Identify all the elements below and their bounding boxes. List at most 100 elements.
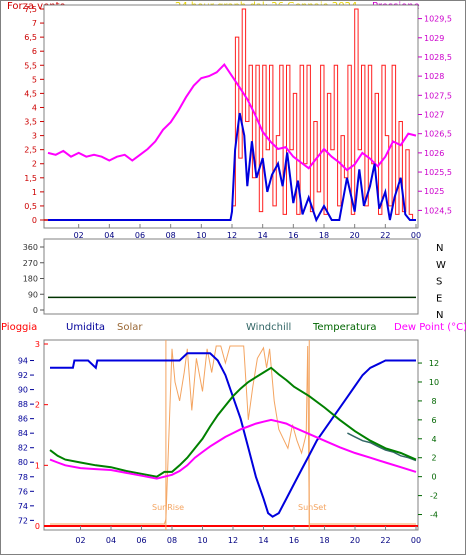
wind-tick-label: 0,5 bbox=[24, 202, 37, 211]
x-tick-label: 22 bbox=[380, 231, 390, 240]
x-tick-label: 02 bbox=[75, 536, 85, 545]
x-tick-label: 22 bbox=[380, 536, 390, 545]
wind-tick-label: 4 bbox=[32, 103, 37, 112]
compass-label: E bbox=[436, 293, 442, 304]
rain-tick-label: 1 bbox=[35, 461, 40, 470]
rain-tick-label: 2 bbox=[35, 401, 40, 410]
pressure-tick-label: 1029,5 bbox=[424, 15, 452, 24]
sunset-label: SunSet bbox=[298, 503, 326, 512]
x-tick-label: 10 bbox=[197, 536, 207, 545]
compass-label: W bbox=[436, 260, 446, 271]
direction-tick-label: 180 bbox=[23, 275, 38, 284]
x-tick-label: 20 bbox=[350, 231, 360, 240]
legend: Pioggia Umidita Solar Windchill Temperat… bbox=[1, 322, 466, 333]
pressure-tick-label: 1026 bbox=[424, 149, 444, 158]
rain-tick-label: 3 bbox=[35, 340, 40, 349]
wind-tick-label: 2 bbox=[32, 160, 37, 169]
humidity-tick-label: 80 bbox=[18, 458, 28, 467]
wind-tick-label: 6 bbox=[32, 47, 37, 56]
humidity-tick-label: 84 bbox=[18, 429, 28, 438]
x-tick-label: 06 bbox=[135, 231, 145, 240]
wind-tick-label: 1 bbox=[32, 188, 37, 197]
humidity-tick-label: 86 bbox=[18, 415, 28, 424]
pressure-tick-label: 1027,5 bbox=[424, 91, 452, 100]
humidity-tick-label: 78 bbox=[18, 473, 28, 482]
humidity-tick-label: 76 bbox=[18, 487, 28, 496]
pressure-tick-label: 1028 bbox=[424, 72, 444, 81]
x-tick-label: 00 bbox=[411, 536, 421, 545]
wind-pressure-plot-area bbox=[43, 4, 419, 229]
pressure-tick-label: 1027 bbox=[424, 111, 444, 120]
x-tick-label: 02 bbox=[74, 231, 84, 240]
wind-tick-label: 2,5 bbox=[24, 146, 37, 155]
wind-axis-title: Forza vento bbox=[7, 1, 66, 12]
x-tick-label: 04 bbox=[106, 536, 116, 545]
temperature-tick-label: 6 bbox=[431, 416, 436, 425]
direction-tick-label: 270 bbox=[23, 259, 38, 268]
wind-tick-label: 5 bbox=[32, 75, 37, 84]
dew-point-line bbox=[49, 418, 417, 480]
wind-pressure-panel: 0 0,5 1 1,5 2 2,5 3 3,5 4 4,5 5 5,5 6 6,5 7 7,5 1024,5 1… bbox=[24, 4, 452, 240]
x-tick-label: 12 bbox=[228, 536, 238, 545]
temperature-tick-label: 8 bbox=[431, 397, 436, 406]
wind-speed-line bbox=[48, 112, 416, 223]
humidity-line bbox=[50, 352, 416, 518]
wind-gust-line bbox=[232, 8, 416, 221]
x-tick-label: 16 bbox=[289, 536, 299, 545]
wind-tick-label: 1,5 bbox=[24, 174, 37, 183]
temperature-tick-label: 12 bbox=[429, 359, 439, 368]
direction-tick-label: 0 bbox=[33, 306, 38, 315]
legend-pioggia: Pioggia bbox=[1, 322, 37, 333]
x-tick-label: 06 bbox=[136, 536, 146, 545]
humidity-tick-label: 90 bbox=[18, 386, 28, 395]
wind-tick-label: 7,5 bbox=[24, 5, 37, 14]
compass-label: S bbox=[436, 277, 442, 288]
pressure-tick-label: 1026,5 bbox=[424, 130, 452, 139]
pressure-tick-label: 1024,5 bbox=[424, 206, 452, 215]
temperature-tick-label: 2 bbox=[431, 454, 436, 463]
rain-tick-label: 0 bbox=[35, 522, 40, 531]
x-tick-label: 18 bbox=[319, 231, 329, 240]
windchill-line bbox=[347, 432, 417, 462]
legend-temperatura: Temperatura bbox=[312, 322, 377, 333]
wind-tick-label: 6,5 bbox=[24, 33, 37, 42]
legend-windchill: Windchill bbox=[246, 322, 291, 333]
pressure-tick-label: 1025 bbox=[424, 187, 444, 196]
x-tick-label: 08 bbox=[166, 231, 176, 240]
temperature-tick-label: 0 bbox=[431, 473, 436, 482]
x-tick-label: 18 bbox=[319, 536, 329, 545]
pressure-tick-label: 1029 bbox=[424, 34, 444, 43]
x-tick-label: 16 bbox=[288, 231, 298, 240]
wind-tick-label: 4,5 bbox=[24, 89, 37, 98]
x-tick-label: 10 bbox=[196, 231, 206, 240]
wind-direction-plot-area bbox=[43, 238, 419, 315]
humidity-tick-label: 88 bbox=[18, 400, 28, 409]
sunrise-label: SunRise bbox=[152, 503, 184, 512]
x-tick-label: 20 bbox=[350, 536, 360, 545]
legend-solar: Solar bbox=[117, 322, 143, 333]
x-tick-label: 14 bbox=[258, 231, 268, 240]
pressure-tick-label: 1028,5 bbox=[424, 53, 452, 62]
compass-label: N bbox=[436, 310, 443, 321]
legend-dew-point: Dew Point (°C) bbox=[394, 322, 466, 333]
direction-tick-label: 90 bbox=[28, 290, 38, 299]
wind-tick-label: 5,5 bbox=[24, 61, 37, 70]
x-tick-label: 00 bbox=[411, 231, 421, 240]
humidity-tick-label: 94 bbox=[18, 357, 28, 366]
temperature-line bbox=[49, 366, 417, 478]
x-tick-label: 12 bbox=[227, 231, 237, 240]
temperature-tick-label: -2 bbox=[430, 492, 438, 501]
humidity-tick-label: 82 bbox=[18, 444, 28, 453]
x-tick-label: 08 bbox=[167, 536, 177, 545]
solar-line bbox=[50, 345, 416, 525]
humidity-tick-label: 92 bbox=[18, 371, 28, 380]
humidity-tick-label: 74 bbox=[18, 502, 28, 511]
wind-tick-label: 3,5 bbox=[24, 118, 37, 127]
wind-tick-label: 3 bbox=[32, 132, 37, 141]
x-tick-label: 04 bbox=[104, 231, 114, 240]
x-tick-label: 14 bbox=[258, 536, 268, 545]
